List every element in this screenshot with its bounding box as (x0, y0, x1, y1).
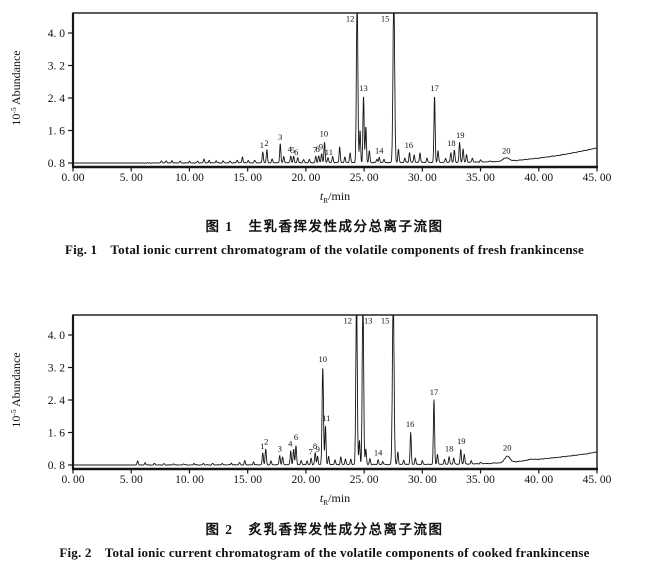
y-tick-label: 2. 4 (48, 395, 66, 407)
peak-label-20: 20 (502, 145, 511, 155)
x-tick-label: 35. 00 (466, 474, 495, 486)
peak-label-4: 4 (287, 144, 292, 154)
chromatogram-figure-2: 0. 00 5. 00 10. 00 15. 00 20. 00 25. 00 30. 00… (9, 314, 612, 507)
plot-frame (72, 12, 598, 168)
figure-1-caption-en: Fig. 1 Total ionic current chromatogram … (64, 242, 584, 257)
y-tick-label: 4. 0 (48, 330, 66, 342)
peak-label-15: 15 (381, 316, 390, 326)
chromatogram-figure-1: 0. 00 5. 00 10. 00 15. 00 20. 00 25. 00 30. 00… (9, 12, 612, 205)
x-tick-label: 30. 00 (408, 474, 437, 486)
peak-label-20: 20 (503, 442, 512, 452)
x-tick-label: 30. 00 (408, 172, 437, 184)
peak-label-10: 10 (319, 354, 328, 364)
peak-label-12: 12 (344, 316, 353, 326)
x-tick-label: 15. 00 (233, 474, 262, 486)
peak-label-3: 3 (278, 132, 282, 142)
peak-label-2: 2 (264, 138, 268, 148)
x-tick-label: 45. 00 (583, 474, 612, 486)
y-tick-label: 1. 6 (48, 126, 66, 138)
x-tick-label: 20. 00 (292, 474, 321, 486)
figure-2-caption-en: Fig. 2 Total ionic current chromatogram … (59, 545, 590, 560)
peak-label-2: 2 (264, 437, 268, 447)
peak-label-8: 8 (316, 144, 320, 154)
peak-label-13: 13 (364, 316, 373, 326)
y-tick-label: 2. 4 (48, 93, 66, 105)
peak-label-11: 11 (325, 147, 333, 157)
peak-label-7: 7 (313, 144, 317, 154)
peak-label-5: 5 (291, 145, 295, 155)
peak-label-8: 8 (313, 441, 317, 451)
y-tick-label: 3. 2 (48, 61, 66, 73)
x-tick-label: 40. 00 (524, 172, 553, 184)
x-tick-label: 25. 00 (350, 172, 379, 184)
peak-label-14: 14 (375, 146, 384, 156)
peak-label-10: 10 (320, 129, 329, 139)
peak-label-19: 19 (457, 436, 466, 446)
peak-label-13: 13 (359, 83, 368, 93)
plot-frame (72, 314, 598, 470)
x-tick-label: 15. 00 (233, 172, 262, 184)
peak-label-1: 1 (260, 140, 264, 150)
peak-label-11: 11 (322, 413, 330, 423)
peak-label-18: 18 (447, 138, 456, 148)
x-tick-label: 45. 00 (583, 172, 612, 184)
x-tick-label: 5. 00 (120, 474, 143, 486)
peak-label-9: 9 (319, 142, 323, 152)
peak-label-4: 4 (288, 438, 293, 448)
peak-label-6: 6 (294, 147, 298, 157)
peak-label-18: 18 (445, 444, 454, 454)
peak-label-17: 17 (430, 387, 439, 397)
peak-label-15: 15 (381, 14, 390, 24)
y-tick-label: 4. 0 (48, 28, 66, 40)
peak-label-12: 12 (346, 14, 355, 24)
y-axis-title: 10-5 Abundance (9, 352, 23, 427)
peak-label-16: 16 (405, 140, 414, 150)
x-tick-label: 40. 00 (524, 474, 553, 486)
peak-label-6: 6 (294, 432, 298, 442)
peak-label-3: 3 (278, 444, 282, 454)
peak-label-14: 14 (374, 448, 383, 458)
x-tick-label: 10. 00 (175, 172, 204, 184)
x-tick-label: 20. 00 (292, 172, 321, 184)
figure-2-caption-zh: 图 2 炙乳香挥发性成分总离子流图 (205, 522, 444, 537)
chromatogram-trace (72, 314, 598, 466)
x-tick-label: 25. 00 (350, 474, 379, 486)
chromatogram-trace (72, 12, 598, 164)
x-tick-label: 10. 00 (175, 474, 204, 486)
x-tick-label: 5. 00 (120, 172, 143, 184)
y-tick-label: 0. 8 (48, 158, 66, 170)
peak-label-16: 16 (406, 419, 415, 429)
peak-label-19: 19 (456, 130, 465, 140)
x-axis-title: tR/min (320, 491, 350, 507)
figure-1-caption-zh: 图 1 生乳香挥发性成分总离子流图 (205, 219, 444, 234)
peak-label-7: 7 (309, 446, 313, 456)
x-tick-label: 0. 00 (62, 474, 85, 486)
x-axis-title: tR/min (320, 189, 350, 205)
x-tick-label: 35. 00 (466, 172, 495, 184)
y-tick-label: 3. 2 (48, 363, 66, 375)
x-tick-label: 0. 00 (62, 172, 85, 184)
y-axis-title: 10-5 Abundance (9, 50, 23, 125)
peak-label-1: 1 (260, 441, 264, 451)
peak-label-17: 17 (430, 83, 439, 93)
y-tick-label: 1. 6 (48, 428, 66, 440)
peak-label-9: 9 (316, 444, 320, 454)
y-tick-label: 0. 8 (48, 460, 66, 472)
